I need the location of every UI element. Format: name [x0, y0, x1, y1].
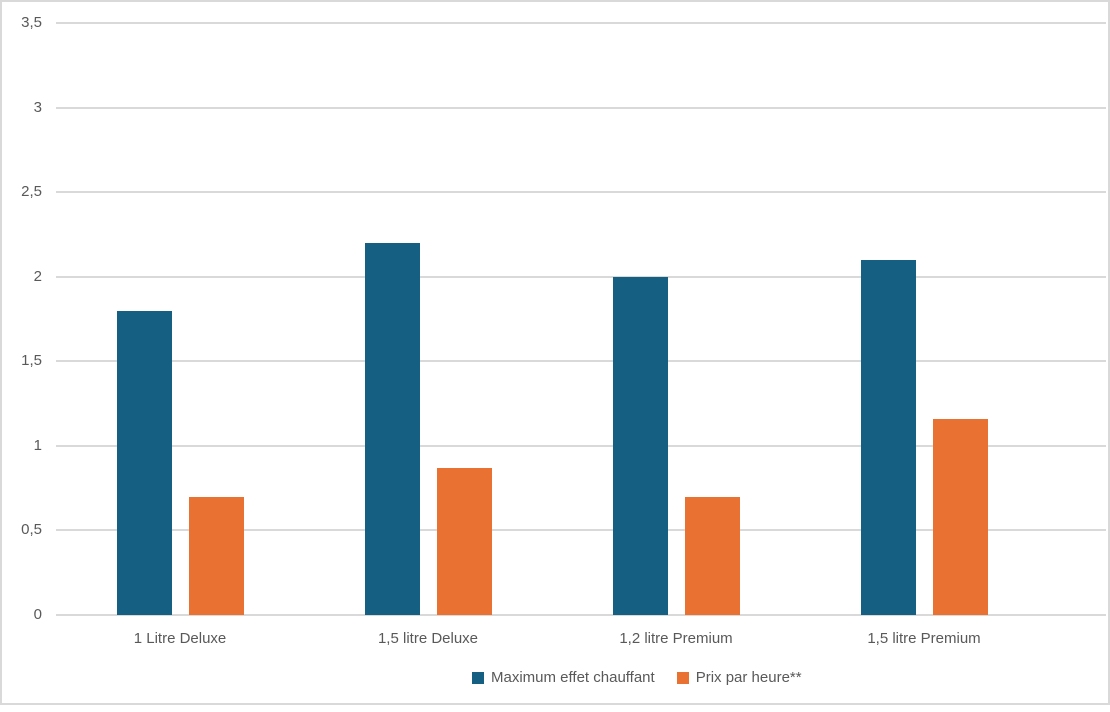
- bar-series-prix-par-heure: [932, 418, 988, 615]
- legend-item-maximum-effet-chauffant: Maximum effet chauffant: [472, 669, 655, 686]
- gridline: [56, 275, 1106, 278]
- gridline: [56, 191, 1106, 194]
- legend-swatch-maximum-effet-chauffant-icon: [472, 671, 484, 684]
- x-axis-category-label: 1,5 litre Deluxe: [377, 630, 479, 647]
- x-axis-category-label: 1 Litre Deluxe: [133, 630, 227, 647]
- y-axis-tick-label: 2,5: [21, 183, 42, 201]
- bar-series-maximum-effet-chauffant: [612, 276, 668, 615]
- y-axis-tick-label: 0: [33, 606, 42, 623]
- y-axis-tick-label: 0,5: [21, 521, 42, 539]
- legend-item-prix-par-heure: Prix par heure**: [676, 669, 802, 686]
- x-axis-category-label: 1,5 litre Premium: [867, 630, 981, 647]
- y-axis-tick-label: 2: [33, 267, 42, 285]
- gridline: [56, 106, 1106, 109]
- bar-series-prix-par-heure: [684, 496, 740, 615]
- gridline: [56, 529, 1106, 532]
- y-axis-tick-label: 3,5: [21, 14, 42, 31]
- y-axis-tick-label: 3: [33, 98, 42, 116]
- legend-label: Prix par heure**: [695, 669, 802, 686]
- x-axis-line: [56, 614, 1106, 616]
- legend: Maximum effet chauffant Prix par heure**: [472, 669, 802, 686]
- y-axis-tick-label: 1,5: [21, 352, 42, 370]
- legend-swatch-prix-par-heure-icon: [676, 671, 689, 684]
- bar-series-prix-par-heure: [436, 467, 492, 615]
- bar-series-maximum-effet-chauffant: [860, 259, 916, 615]
- gridline: [56, 360, 1106, 363]
- legend-label: Maximum effet chauffant: [491, 669, 655, 686]
- bar-series-prix-par-heure: [188, 496, 244, 615]
- x-axis-category-label: 1,2 litre Premium: [619, 630, 733, 647]
- bar-series-maximum-effet-chauffant: [116, 310, 172, 615]
- gridline: [56, 22, 1106, 24]
- bar-series-maximum-effet-chauffant: [364, 242, 420, 615]
- gridline: [56, 444, 1106, 447]
- y-axis-tick-label: 1: [33, 436, 42, 454]
